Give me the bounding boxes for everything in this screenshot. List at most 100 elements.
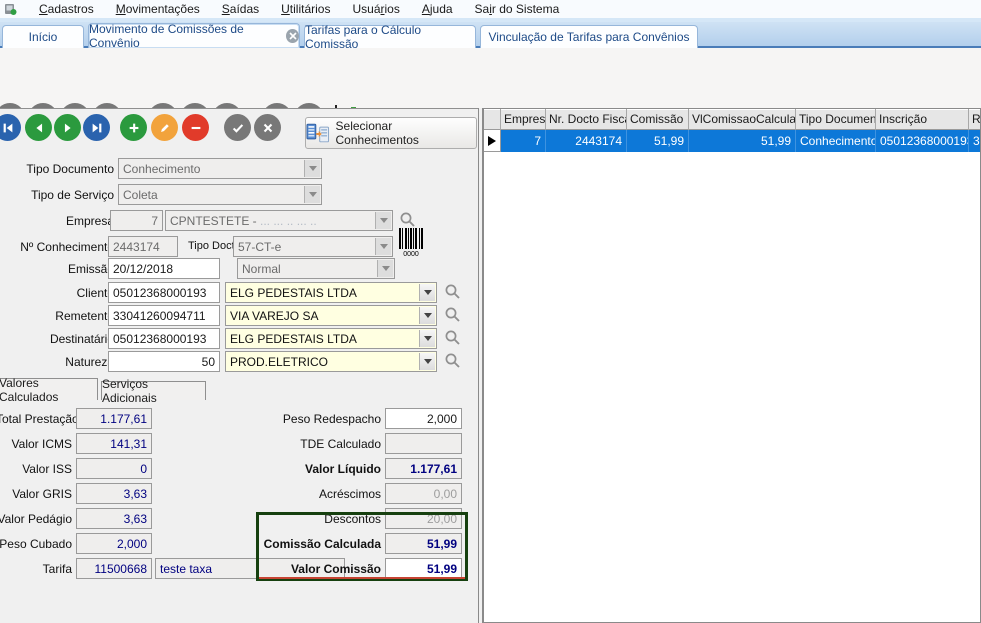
tab-label: Início: [28, 30, 58, 44]
valor-comissao-field[interactable]: 51,99: [385, 558, 462, 579]
descontos-field: 20,00: [385, 508, 462, 529]
record-add-button[interactable]: [120, 114, 147, 141]
emissao-status-combo[interactable]: Normal: [237, 258, 395, 279]
record-delete-button[interactable]: [182, 114, 209, 141]
valor-pedagio-field: 3,63: [76, 508, 152, 529]
tab-label: Vinculação de Tarifas para Convênios: [488, 30, 690, 44]
tipo-servico-combo[interactable]: Coleta: [118, 184, 322, 205]
record-cancel-button[interactable]: [254, 114, 281, 141]
record-last-button[interactable]: [83, 114, 110, 141]
record-first-button[interactable]: [0, 114, 21, 141]
destinatario-code-field[interactable]: 05012368000193: [108, 328, 220, 349]
main-toolbar: Dados Filtros Movimento de Comissão Tota…: [0, 48, 981, 161]
menu-utilitarios[interactable]: Utilitários: [281, 2, 331, 16]
descontos-label: Descontos: [324, 512, 381, 526]
menu-saidas[interactable]: Saídas: [221, 2, 260, 16]
chevron-down-icon: [375, 212, 391, 229]
grid-header-vlcomissaocalculado[interactable]: VlComissaoCalculado: [689, 109, 796, 130]
valor-comissao-label: Valor Comissão: [290, 562, 381, 576]
valor-iss-field: 0: [76, 458, 152, 479]
redacted-text: ... ... .. ... ..: [260, 213, 317, 228]
grid-header-remetente[interactable]: Re: [969, 109, 980, 130]
destinatario-combo[interactable]: ELG PEDESTAIS LTDA: [225, 328, 437, 349]
table-row[interactable]: 7 2443174 51,99 51,99 Conhecimento 05012…: [484, 130, 980, 152]
chevron-down-icon: [419, 284, 435, 301]
empresa-combo[interactable]: CPNTESTETE - ... ... .. ... ..: [165, 210, 393, 231]
natureza-combo[interactable]: PROD.ELETRICO: [225, 351, 437, 372]
remetente-label: Remetente: [55, 309, 114, 323]
chevron-down-icon: [304, 160, 320, 177]
n-conhecimento-label: Nº Conhecimento: [20, 240, 114, 254]
cell-inscricao: 05012368000193: [876, 130, 969, 152]
workspace-tab-strip: Início Movimento de Comissões de Convêni…: [0, 22, 981, 51]
tarifa-label: Tarifa: [42, 562, 72, 576]
total-prestacao-label: Total Prestação: [0, 412, 79, 426]
search-destinatario-icon[interactable]: [444, 329, 462, 347]
selecionar-conhecimentos-button[interactable]: Selecionar Conhecimentos: [305, 117, 477, 149]
cliente-combo[interactable]: ELG PEDESTAIS LTDA: [225, 282, 437, 303]
chevron-down-icon: [377, 260, 393, 277]
chevron-down-icon: [419, 330, 435, 347]
empresa-code-field[interactable]: 7: [110, 210, 163, 231]
peso-redespacho-label: Peso Redespacho: [282, 412, 381, 426]
cell-remetente: 330: [969, 130, 980, 152]
tab-vinculacao-tarifas-convenios[interactable]: Vinculação de Tarifas para Convênios: [480, 25, 698, 48]
comissao-calculada-label: Comissão Calculada: [263, 537, 381, 551]
selecionar-conhecimentos-label: Selecionar Conhecimentos: [335, 119, 419, 147]
record-edit-button[interactable]: [151, 114, 178, 141]
destinatario-label: Destinatário: [49, 332, 114, 346]
tde-calculado-label: TDE Calculado: [300, 437, 381, 451]
tab-inicio[interactable]: Início: [2, 25, 84, 48]
empresa-label: Empresa: [65, 214, 114, 228]
menu-sair-do-sistema[interactable]: Sair do Sistema: [474, 2, 560, 16]
menu-bar: Cadastros Movimentações Saídas Utilitári…: [0, 0, 981, 18]
svg-text:0000: 0000: [403, 251, 419, 257]
menu-movimentacoes[interactable]: Movimentações: [115, 2, 200, 16]
remetente-code-field[interactable]: 33041260094711: [108, 305, 220, 326]
cliente-label: Cliente: [76, 286, 114, 300]
n-conhecimento-field[interactable]: 2443174: [108, 236, 178, 257]
peso-redespacho-field[interactable]: 2,000: [385, 408, 462, 429]
grid-header-empresa[interactable]: Empresa: [501, 109, 546, 130]
valor-icms-field: 141,31: [76, 433, 152, 454]
cell-tipo-documento: Conhecimento: [796, 130, 876, 152]
tipo-documento-combo[interactable]: Conhecimento: [118, 158, 322, 179]
search-natureza-icon[interactable]: [444, 352, 462, 370]
cliente-code-field[interactable]: 05012368000193: [108, 282, 220, 303]
search-cliente-icon[interactable]: [444, 283, 462, 301]
record-confirm-button[interactable]: [224, 114, 251, 141]
row-indicator-icon: [484, 130, 501, 152]
barcode-icon[interactable]: 0000: [398, 227, 424, 257]
menu-cadastros[interactable]: Cadastros: [39, 2, 94, 16]
tab-valores-calculados[interactable]: Valores Calculados: [0, 376, 98, 404]
record-previous-button[interactable]: [25, 114, 52, 141]
close-tab-icon[interactable]: [286, 29, 299, 43]
chevron-down-icon: [304, 186, 320, 203]
search-remetente-icon[interactable]: [444, 306, 462, 324]
peso-cubado-label: Peso Cubado: [0, 537, 72, 551]
grid-header: Empresa Nr. Docto Fiscal Comissão VlComi…: [484, 109, 980, 130]
valor-iss-label: Valor ISS: [22, 462, 72, 476]
valor-gris-label: Valor GRIS: [12, 487, 72, 501]
emissao-field[interactable]: 20/12/2018: [108, 258, 220, 279]
cell-comissao: 51,99: [627, 130, 689, 152]
menu-separator: [0, 18, 981, 22]
panel-splitter[interactable]: [478, 108, 483, 623]
menu-ajuda[interactable]: Ajuda: [421, 2, 453, 16]
tipo-docto-combo[interactable]: 57-CT-e: [233, 236, 393, 257]
search-empresa-icon[interactable]: [399, 211, 417, 229]
grid-header-inscricao[interactable]: Inscrição: [876, 109, 969, 130]
grid-header-comissao[interactable]: Comissão: [627, 109, 689, 130]
tab-tarifas-calculo-comissao[interactable]: Tarifas para o Cálculo Comissão: [304, 23, 476, 51]
natureza-code-field[interactable]: 50: [108, 351, 220, 372]
grid-header-nr-docto-fiscal[interactable]: Nr. Docto Fiscal: [546, 109, 627, 130]
tarifa-code-field: 11500668: [76, 558, 152, 579]
record-next-button[interactable]: [54, 114, 81, 141]
remetente-combo[interactable]: VIA VAREJO SA: [225, 305, 437, 326]
grid-header-tipo-documento[interactable]: Tipo Documento: [796, 109, 876, 130]
tab-servicos-adicionais[interactable]: Serviços Adicionais: [101, 377, 206, 405]
tab-movimento-comissoes-convenio[interactable]: Movimento de Comissões de Convênio: [88, 22, 300, 50]
menu-usuarios[interactable]: Usuários: [352, 2, 400, 16]
select-documents-icon: [306, 123, 330, 143]
